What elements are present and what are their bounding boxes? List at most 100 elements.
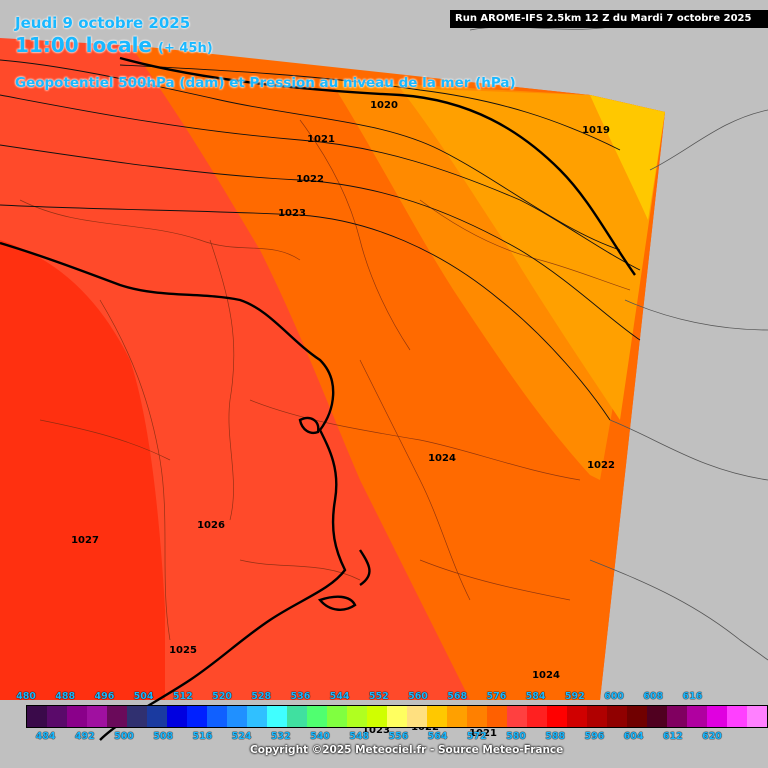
legend-swatch (407, 706, 427, 727)
region-borders (19, 119, 631, 641)
legend-swatch (107, 706, 127, 727)
legend-swatch (707, 706, 727, 727)
legend-tick-top: 544 (329, 691, 350, 702)
legend-swatch (747, 706, 767, 727)
parameter-title: Geopotentiel 500hPa (dam) et Pression au… (15, 75, 516, 91)
legend-swatch (587, 706, 607, 727)
legend-swatch (167, 706, 187, 727)
legend-tick-bottom: 556 (388, 731, 409, 742)
coast-and-borders (0, 56, 636, 741)
legend-tick-bottom: 500 (114, 731, 134, 742)
legend-swatch (147, 706, 167, 727)
isobar-label: 1025 (169, 645, 197, 656)
legend-tick-top: 480 (16, 691, 36, 702)
legend-tick-top: 536 (290, 691, 311, 702)
isobar-label: 1023 (278, 208, 306, 219)
isobar-label: 1026 (197, 520, 225, 531)
lead-time: (+ 45h) (158, 41, 213, 56)
legend-tick-bottom: 604 (623, 731, 644, 742)
legend-tick-bottom: 524 (231, 731, 252, 742)
geopotential-bands (0, 38, 665, 700)
legend-swatch (247, 706, 267, 727)
legend-swatch (87, 706, 107, 727)
isobar-label: 1021 (307, 134, 335, 145)
legend-tick-top: 528 (251, 691, 272, 702)
legend-swatch (207, 706, 227, 727)
legend-tick-top: 568 (447, 691, 468, 702)
legend-tick-top: 608 (643, 691, 664, 702)
legend-swatch (67, 706, 87, 727)
legend-swatch (367, 706, 387, 727)
legend-tick-bottom: 580 (506, 731, 526, 742)
isobar-label: 1022 (296, 174, 324, 185)
legend-swatch (687, 706, 707, 727)
legend-swatches (26, 705, 768, 728)
legend-swatch (727, 706, 747, 727)
isobar-label: 1022 (587, 460, 615, 471)
legend-swatch (447, 706, 467, 727)
isobar-label: 1021 (469, 728, 497, 739)
isobar-label: 1019 (582, 125, 610, 136)
local-time: 11:00 locale (15, 33, 152, 57)
isobar-label: 1024 (532, 670, 560, 681)
legend-swatch (567, 706, 587, 727)
legend-tick-bottom: 492 (74, 731, 95, 742)
legend-swatch (327, 706, 347, 727)
forecast-date: Jeudi 9 octobre 2025 (15, 14, 191, 32)
legend-tick-bottom: 572 (466, 731, 487, 742)
isobar-label: 1023 (362, 725, 390, 736)
legend-swatch (47, 706, 67, 727)
legend-swatch (347, 706, 367, 727)
color-legend: 480 488 496 504 512 520 528 536 544 552 560 568 576 5… (0, 688, 768, 768)
legend-tick-bottom: 612 (662, 731, 683, 742)
legend-tick-top: 504 (133, 691, 154, 702)
legend-tick-top: 600 (604, 691, 624, 702)
forecast-time: 11:00 locale (+ 45h) (15, 33, 213, 57)
isobar-label: 1027 (71, 535, 99, 546)
legend-tick-top: 616 (682, 691, 703, 702)
legend-tick-top: 488 (55, 691, 76, 702)
legend-swatch (287, 706, 307, 727)
legend-swatch (547, 706, 567, 727)
legend-tick-top: 496 (94, 691, 115, 702)
legend-swatch (507, 706, 527, 727)
isobar-label: 1020 (370, 100, 398, 111)
legend-swatch (487, 706, 507, 727)
legend-tick-bottom: 588 (545, 731, 566, 742)
legend-tick-top: 552 (368, 691, 389, 702)
legend-tick-bottom: 620 (702, 731, 722, 742)
legend-tick-top: 520 (212, 691, 232, 702)
legend-tick-top: 576 (486, 691, 507, 702)
legend-swatch (27, 706, 47, 727)
copyright: Copyright ©2025 Meteociel.fr - Source Me… (250, 744, 564, 756)
legend-swatch (627, 706, 647, 727)
legend-swatch (607, 706, 627, 727)
legend-tick-bottom: 564 (427, 731, 448, 742)
legend-tick-bottom: 516 (192, 731, 213, 742)
isobars (0, 59, 641, 421)
legend-tick-bottom: 596 (584, 731, 605, 742)
legend-tick-bottom: 508 (153, 731, 174, 742)
legend-tick-bottom: 540 (310, 731, 330, 742)
legend-tick-top: 560 (408, 691, 428, 702)
legend-swatch (527, 706, 547, 727)
legend-tick-bottom: 548 (349, 731, 370, 742)
legend-swatch (667, 706, 687, 727)
legend-tick-top: 584 (525, 691, 546, 702)
legend-swatch (267, 706, 287, 727)
legend-swatch (387, 706, 407, 727)
legend-tick-top: 512 (172, 691, 193, 702)
legend-tick-bottom: 532 (270, 731, 291, 742)
legend-swatch (427, 706, 447, 727)
legend-swatch (187, 706, 207, 727)
legend-tick-bottom: 484 (35, 731, 56, 742)
legend-swatch (127, 706, 147, 727)
run-info: Run AROME-IFS 2.5km 12 Z du Mardi 7 octo… (450, 10, 768, 28)
legend-swatch (227, 706, 247, 727)
legend-swatch (467, 706, 487, 727)
legend-swatch (307, 706, 327, 727)
legend-tick-top: 592 (564, 691, 585, 702)
isobar-label: 1024 (428, 453, 456, 464)
legend-swatch (647, 706, 667, 727)
